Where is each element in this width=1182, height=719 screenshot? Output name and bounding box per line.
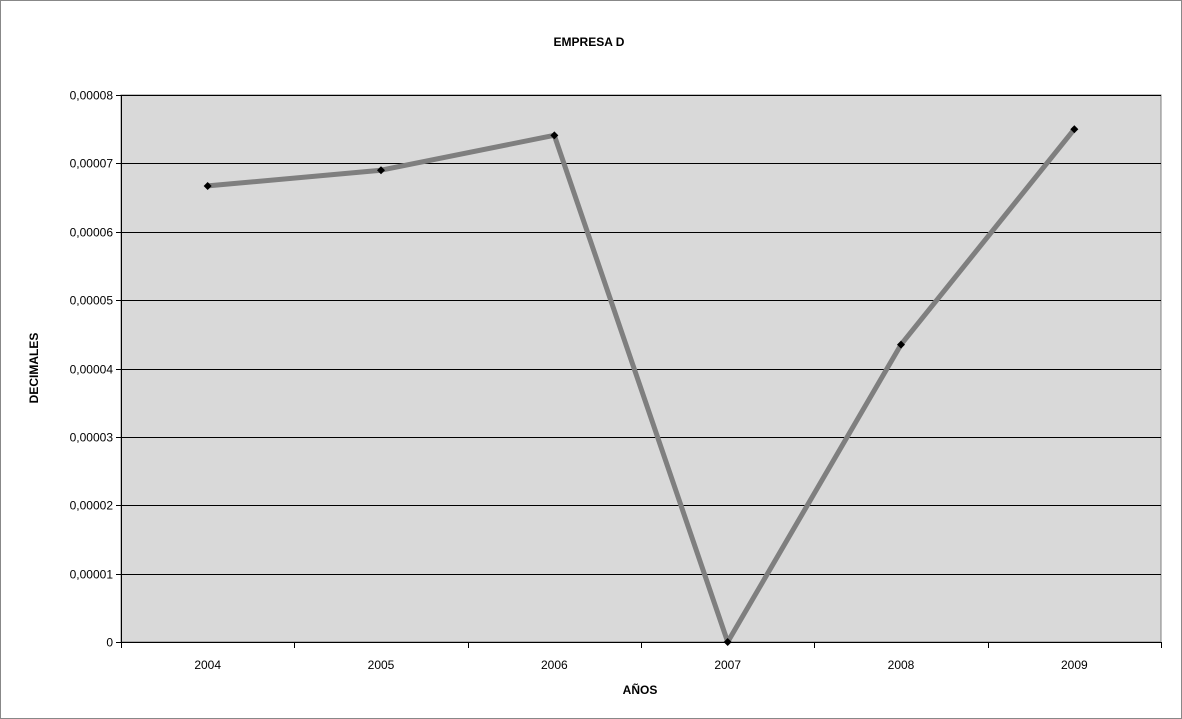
x-tick-label: 2004 bbox=[194, 658, 221, 672]
y-tick-label: 0,00007 bbox=[70, 157, 114, 171]
y-tick-label: 0,00002 bbox=[70, 499, 114, 513]
y-tick-label: 0 bbox=[106, 636, 113, 650]
data-point-marker bbox=[897, 340, 905, 349]
gridlines bbox=[121, 95, 1161, 575]
y-tick-label: 0,00003 bbox=[70, 431, 114, 445]
data-point-marker bbox=[723, 638, 732, 646]
y-tick-label: 0,00006 bbox=[70, 226, 114, 240]
data-point-marker bbox=[550, 131, 559, 140]
x-tick-label: 2007 bbox=[714, 658, 741, 672]
series-layer bbox=[203, 125, 1079, 646]
x-axis-title: AÑOS bbox=[623, 682, 658, 697]
y-tick-labels: 0 0,00001 0,00002 0,00003 0,00004 0,00005 0,00… bbox=[70, 89, 114, 650]
x-tick-label: 2006 bbox=[541, 658, 568, 672]
x-tick-labels: 2004 2005 2006 2007 2008 2009 bbox=[194, 658, 1088, 672]
data-point-marker bbox=[203, 181, 212, 190]
data-point-marker bbox=[377, 166, 385, 175]
chart-title: EMPRESA D bbox=[554, 35, 625, 49]
axes bbox=[116, 95, 1162, 648]
x-tick-label: 2005 bbox=[368, 658, 395, 672]
data-point-marker bbox=[1070, 125, 1079, 134]
y-tick-label: 0,00005 bbox=[70, 294, 114, 308]
x-tick-label: 2008 bbox=[888, 658, 915, 672]
plot-area bbox=[120, 94, 1162, 643]
y-tick-label: 0,00001 bbox=[70, 568, 114, 582]
y-axis-title: DECIMALES bbox=[27, 333, 41, 404]
y-tick-label: 0,00004 bbox=[70, 363, 114, 377]
series-line bbox=[205, 126, 1077, 645]
x-tick-label: 2009 bbox=[1061, 658, 1088, 672]
y-tick-label: 0,00008 bbox=[70, 89, 114, 103]
